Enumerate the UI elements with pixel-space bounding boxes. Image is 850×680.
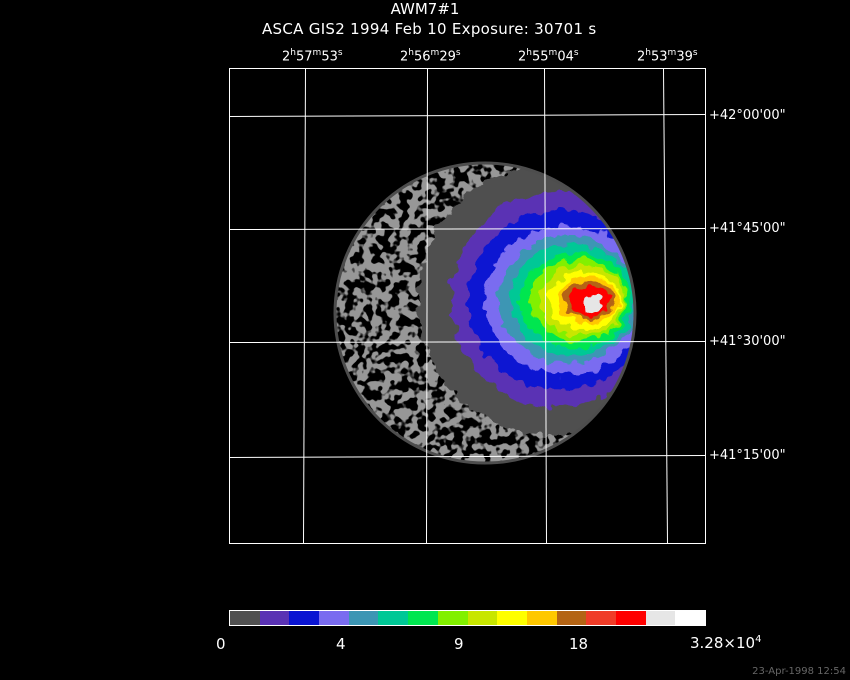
colorbar-segment-5 xyxy=(348,611,379,625)
colorbar-tick-4: 18 xyxy=(569,635,589,653)
ra-label-2: 2h56m29s xyxy=(400,48,461,65)
dec-label-1: +42°00'00" xyxy=(709,108,786,123)
colorbar-tick-5: 3.28×104 xyxy=(690,634,762,652)
dec-label-3: +41°30'00" xyxy=(709,334,786,349)
colorbar-segment-3 xyxy=(289,611,320,625)
colorbar-tick-2: 4 xyxy=(336,635,346,653)
image-title: AWM7#1 xyxy=(390,0,460,18)
colorbar-tick-3: 9 xyxy=(454,635,464,653)
colorbar xyxy=(229,610,706,626)
ra-label-4: 2h53m39s xyxy=(637,48,698,65)
ra-label-3: 2h55m04s xyxy=(518,48,579,65)
colorbar-segment-12 xyxy=(556,611,587,625)
colorbar-segment-15 xyxy=(645,611,676,625)
dec-label-2: +41°45'00" xyxy=(709,221,786,236)
dec-label-4: +41°15'00" xyxy=(709,448,786,463)
colorbar-segment-16 xyxy=(675,611,705,625)
colorbar-segment-13 xyxy=(586,611,616,625)
colorbar-segment-6 xyxy=(378,611,409,625)
colorbar-segment-8 xyxy=(437,611,468,625)
plot-frame xyxy=(229,68,706,544)
colorbar-segment-14 xyxy=(615,611,646,625)
emission-white-core xyxy=(582,295,602,313)
colorbar-segment-4 xyxy=(319,611,349,625)
image-subtitle: ASCA GIS2 1994 Feb 10 Exposure: 30701 s xyxy=(262,20,597,38)
colorbar-segment-11 xyxy=(526,611,557,625)
colorbar-tick-1: 0 xyxy=(216,635,226,653)
coordinate-grid xyxy=(229,68,707,544)
colorbar-segment-1 xyxy=(230,611,260,625)
colorbar-segment-9 xyxy=(467,611,498,625)
timestamp: 23-Apr-1998 12:54 xyxy=(752,666,846,677)
colorbar-segment-10 xyxy=(497,611,527,625)
detector-field xyxy=(335,163,635,463)
colorbar-segment-7 xyxy=(408,611,438,625)
ra-label-1: 2h57m53s xyxy=(282,48,343,65)
colorbar-segment-2 xyxy=(259,611,290,625)
detector-rim xyxy=(333,161,637,465)
